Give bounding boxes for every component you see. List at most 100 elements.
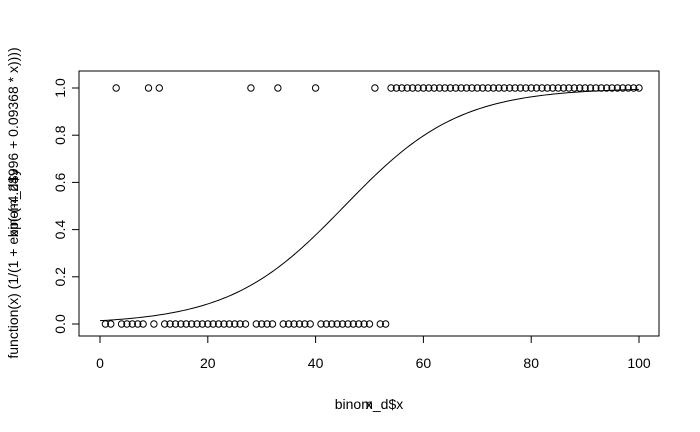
data-point bbox=[619, 84, 627, 92]
data-point bbox=[274, 84, 282, 92]
data-point bbox=[193, 320, 201, 328]
data-point bbox=[576, 84, 584, 92]
x-tick-label: 80 bbox=[523, 355, 539, 371]
data-point bbox=[398, 84, 406, 92]
data-point bbox=[252, 320, 261, 328]
data-point bbox=[284, 320, 293, 328]
data-point bbox=[139, 320, 147, 328]
x-axis: 0 20 40 60 80 100 bbox=[96, 335, 651, 371]
data-point bbox=[236, 320, 244, 328]
data-point bbox=[268, 320, 277, 328]
data-point bbox=[430, 84, 438, 92]
data-point bbox=[225, 320, 234, 328]
data-point bbox=[209, 320, 217, 328]
data-point bbox=[613, 84, 622, 92]
data-point bbox=[435, 84, 444, 92]
x-tick-label: 40 bbox=[308, 355, 324, 371]
data-point bbox=[532, 84, 541, 92]
data-point bbox=[134, 320, 142, 328]
data-point bbox=[602, 84, 611, 92]
data-point bbox=[290, 320, 298, 328]
data-point bbox=[500, 84, 508, 92]
data-point bbox=[516, 84, 525, 92]
data-point bbox=[538, 84, 546, 92]
data-point bbox=[468, 84, 476, 92]
y-tick-label: 0.0 bbox=[52, 314, 68, 334]
data-point bbox=[473, 84, 481, 92]
data-point bbox=[171, 320, 180, 328]
data-point bbox=[344, 320, 352, 328]
data-point bbox=[360, 320, 368, 328]
data-point bbox=[231, 320, 239, 328]
data-point bbox=[204, 320, 212, 328]
data-point bbox=[403, 84, 411, 92]
data-point bbox=[624, 84, 632, 92]
data-point bbox=[392, 84, 401, 92]
data-point bbox=[554, 84, 562, 92]
data-point bbox=[311, 84, 320, 92]
data-point bbox=[295, 320, 304, 328]
x-axis-label: binom_d$x bbox=[335, 396, 404, 412]
data-point bbox=[160, 320, 169, 328]
data-point bbox=[182, 320, 190, 328]
data-point bbox=[306, 320, 314, 328]
data-point bbox=[241, 320, 250, 328]
data-point bbox=[381, 320, 390, 328]
data-point bbox=[597, 84, 605, 92]
data-point bbox=[543, 84, 552, 92]
data-point bbox=[263, 320, 271, 328]
data-point bbox=[495, 84, 503, 92]
data-point bbox=[338, 320, 347, 328]
data-point bbox=[425, 84, 433, 92]
data-point bbox=[123, 320, 131, 328]
data-point bbox=[112, 84, 120, 92]
data-point bbox=[635, 84, 643, 92]
y-axis: 0.0 0.2 0.4 0.6 0.8 1.0 bbox=[52, 78, 80, 334]
y-axis-label-overlay: binom_d$y bbox=[5, 169, 21, 238]
data-point bbox=[187, 320, 196, 328]
data-point bbox=[214, 320, 223, 328]
data-point bbox=[258, 320, 266, 328]
data-point bbox=[608, 84, 616, 92]
data-point bbox=[527, 84, 535, 92]
data-point bbox=[349, 320, 358, 328]
data-point bbox=[322, 320, 331, 328]
y-tick-label: 0.4 bbox=[52, 220, 68, 240]
data-point bbox=[155, 84, 163, 92]
data-point bbox=[441, 84, 449, 92]
y-tick-label: 1.0 bbox=[52, 78, 68, 98]
data-point bbox=[489, 84, 498, 92]
data-point bbox=[462, 84, 471, 92]
data-points bbox=[101, 84, 643, 328]
data-point bbox=[457, 84, 465, 92]
y-tick-label: 0.8 bbox=[52, 125, 68, 145]
data-point bbox=[301, 320, 309, 328]
x-tick-label: 60 bbox=[416, 355, 432, 371]
data-point bbox=[365, 320, 374, 328]
fitted-logistic-curve bbox=[99, 88, 640, 322]
data-point bbox=[144, 84, 153, 92]
plot-box bbox=[78, 70, 660, 337]
data-point bbox=[570, 84, 579, 92]
y-tick-label: 0.6 bbox=[52, 172, 68, 192]
data-point bbox=[478, 84, 487, 92]
data-point bbox=[387, 84, 395, 92]
data-point bbox=[446, 84, 455, 92]
x-tick-label: 100 bbox=[627, 355, 651, 371]
data-point bbox=[505, 84, 514, 92]
data-point bbox=[522, 84, 530, 92]
data-point bbox=[549, 84, 557, 92]
data-point bbox=[128, 320, 137, 328]
data-point bbox=[333, 320, 341, 328]
data-point bbox=[279, 320, 287, 328]
data-point bbox=[376, 320, 384, 328]
data-point bbox=[511, 84, 519, 92]
data-point bbox=[198, 320, 207, 328]
data-point bbox=[117, 320, 126, 328]
data-point bbox=[355, 320, 363, 328]
y-axis-label: function(x) (1/(1 + exp(-(-4.24996 + 0.0… bbox=[5, 47, 21, 358]
data-point bbox=[414, 84, 422, 92]
x-axis-label-overlay: x bbox=[366, 396, 373, 412]
data-point bbox=[408, 84, 417, 92]
